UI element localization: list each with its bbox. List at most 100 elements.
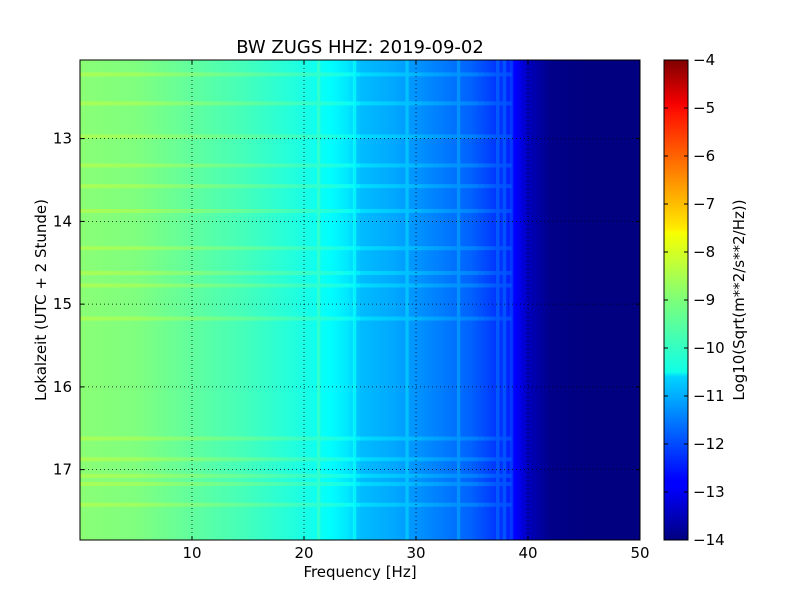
noise-band — [124, 316, 131, 321]
noise-band — [298, 473, 305, 478]
noise-band — [152, 436, 159, 441]
spectrum-column — [206, 60, 210, 540]
noise-band — [399, 184, 406, 189]
noise-band — [91, 72, 98, 77]
noise-band — [371, 316, 378, 321]
noise-band — [315, 184, 322, 189]
x-tick-label: 50 — [630, 544, 649, 562]
noise-band — [348, 246, 355, 251]
noise-band — [102, 184, 109, 189]
noise-band — [298, 482, 305, 487]
noise-band — [421, 134, 428, 139]
noise-band — [124, 283, 131, 288]
noise-band — [236, 316, 243, 321]
noise-band — [371, 283, 378, 288]
noise-band — [343, 134, 350, 139]
noise-band — [253, 482, 260, 487]
noise-band — [248, 271, 254, 276]
noise-band — [225, 436, 232, 441]
noise-band — [432, 316, 439, 321]
noise-band — [147, 134, 154, 139]
noise-band — [416, 283, 422, 288]
noise-band — [449, 316, 456, 321]
noise-band — [175, 271, 182, 276]
noise-band — [253, 101, 260, 106]
noise-band — [130, 184, 137, 189]
noise-band — [500, 184, 506, 189]
noise-band — [505, 502, 512, 507]
noise-band — [348, 134, 355, 139]
noise-band — [477, 436, 484, 441]
noise-band — [281, 502, 288, 507]
spectrum-column — [256, 60, 260, 540]
noise-band — [432, 436, 439, 441]
noise-band — [393, 184, 400, 189]
noise-band — [376, 163, 383, 168]
noise-band — [371, 482, 378, 487]
noise-band — [455, 457, 462, 462]
noise-band — [231, 246, 238, 251]
noise-band — [309, 163, 316, 168]
noise-band — [158, 473, 165, 478]
noise-band — [276, 271, 282, 276]
noise-band — [225, 316, 232, 321]
noise-band — [315, 246, 322, 251]
noise-band — [119, 457, 126, 462]
noise-band — [259, 184, 266, 189]
noise-band — [141, 316, 148, 321]
noise-band — [175, 134, 182, 139]
noise-band — [192, 101, 198, 106]
noise-band — [119, 436, 126, 441]
noise-band — [259, 246, 266, 251]
noise-band — [236, 271, 243, 276]
noise-band — [158, 436, 165, 441]
spectrum-column — [312, 60, 316, 540]
noise-band — [399, 101, 406, 106]
noise-band — [287, 134, 294, 139]
noise-band — [169, 246, 176, 251]
noise-band — [438, 283, 445, 288]
noise-band — [421, 208, 428, 213]
noise-band — [152, 246, 159, 251]
noise-band — [276, 283, 282, 288]
noise-band — [220, 72, 226, 77]
noise-band — [326, 271, 333, 276]
noise-band — [438, 101, 445, 106]
noise-band — [382, 316, 389, 321]
noise-band — [141, 134, 148, 139]
spectrum-column — [228, 60, 232, 540]
noise-band — [192, 134, 198, 139]
noise-band — [242, 184, 249, 189]
noise-band — [225, 457, 232, 462]
noise-band — [225, 134, 232, 139]
noise-band — [141, 436, 148, 441]
noise-band — [505, 473, 512, 478]
noise-band — [298, 283, 305, 288]
noise-band — [220, 134, 226, 139]
noise-band — [169, 134, 176, 139]
noise-band — [360, 208, 366, 213]
noise-band — [427, 436, 434, 441]
noise-band — [332, 246, 338, 251]
spectrum-column — [396, 60, 400, 540]
spectrum-column — [584, 60, 588, 540]
noise-band — [214, 101, 221, 106]
noise-band — [91, 271, 98, 276]
noise-band — [113, 184, 120, 189]
noise-band — [253, 184, 260, 189]
noise-band — [483, 271, 490, 276]
time-band-features — [80, 72, 512, 507]
noise-band — [404, 473, 411, 478]
noise-band — [102, 271, 109, 276]
noise-band — [326, 436, 333, 441]
noise-band — [472, 101, 478, 106]
noise-band — [477, 208, 484, 213]
spectrum-column — [525, 60, 529, 540]
noise-band — [130, 134, 137, 139]
noise-band — [203, 283, 210, 288]
noise-band — [399, 283, 406, 288]
noise-band — [292, 473, 299, 478]
noise-band — [192, 184, 198, 189]
noise-band — [460, 163, 467, 168]
spectrum-column — [438, 60, 442, 540]
